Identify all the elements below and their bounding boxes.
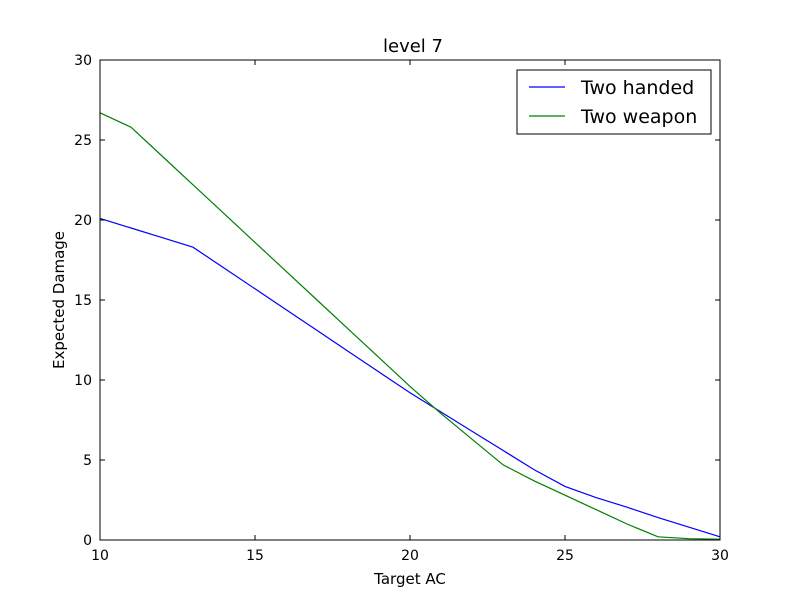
x-axis-label: Target AC: [373, 570, 446, 588]
legend-box: [516, 69, 712, 135]
legend: Two handed Two weapon: [516, 69, 712, 135]
series-line-2: [99, 112, 721, 540]
x-tick-label: 10: [91, 548, 109, 564]
y-tick-label: 25: [74, 133, 92, 149]
chart-title: level 7: [383, 36, 443, 57]
y-tick-label: 0: [83, 533, 92, 549]
x-axis: 10 15 20 25 30: [91, 60, 729, 564]
y-axis-label: Expected Damage: [50, 231, 68, 369]
y-tick-label: 10: [74, 373, 92, 389]
y-axis: 0 5 10 15 20 25 30: [74, 53, 720, 549]
y-tick-label: 30: [74, 53, 92, 69]
y-tick-label: 5: [83, 453, 92, 469]
y-tick-label: 20: [74, 213, 92, 229]
x-tick-label: 30: [711, 548, 729, 564]
x-tick-label: 20: [401, 548, 419, 564]
series-line-1: [99, 217, 721, 538]
series-layer: [99, 112, 721, 540]
legend-label-1: Two handed: [580, 77, 694, 99]
y-tick-label: 15: [74, 293, 92, 309]
x-tick-label: 15: [246, 548, 264, 564]
x-tick-label: 25: [556, 548, 574, 564]
legend-label-2: Two weapon: [580, 106, 697, 128]
